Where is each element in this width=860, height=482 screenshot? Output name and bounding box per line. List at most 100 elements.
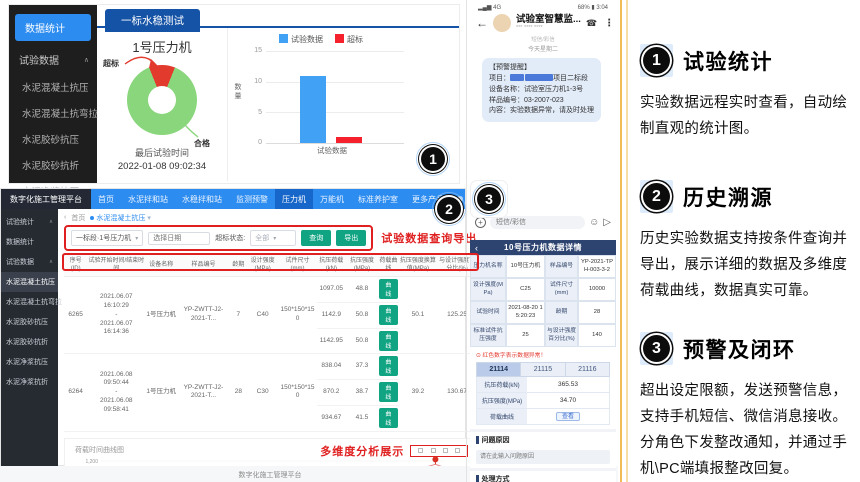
curve-button[interactable]: 曲线	[378, 330, 398, 351]
col-converted: 抗压强度换算值(MPa)	[398, 255, 437, 277]
cell-age: 28	[229, 353, 247, 432]
info-circle-icon: ⊙	[476, 353, 481, 360]
back-arrow-icon[interactable]: ‹	[475, 242, 478, 253]
feature-title: 历史溯源	[683, 186, 773, 210]
sidebar-item-mortar-break[interactable]: 水泥胶砂抗折	[22, 161, 80, 172]
legend-over-limit[interactable]: 超标	[335, 34, 363, 45]
filter-toolbar: 一标段·1号压力机▾ 超标状态: 全部▾ 查询 导出	[64, 225, 374, 251]
sidebar-label: 水泥混凝土抗压	[6, 279, 55, 286]
emoji-icon[interactable]: ☺	[589, 216, 600, 228]
date-picker-input[interactable]	[148, 231, 211, 245]
cell-device: 1号压力机	[145, 353, 178, 432]
sidebar-item-paste-break[interactable]: 水泥净浆抗折	[1, 372, 58, 392]
fullscreen-icon[interactable]	[457, 196, 464, 202]
curve-button[interactable]: 曲线	[378, 304, 398, 325]
status-select[interactable]: 全部 ▾	[250, 230, 297, 246]
legend-test-data[interactable]: 试验数据	[279, 34, 323, 45]
callout-number-1: 1	[416, 142, 450, 176]
nav-item-curing-room[interactable]: 标准养护室	[358, 194, 398, 204]
annotation-multidim: 多维度分析展示	[320, 445, 405, 458]
table-row: 934.67 41.5 曲线	[64, 405, 477, 432]
sidebar-item-mortar-compress[interactable]: 水泥胶砂抗压	[22, 135, 80, 146]
sidebar-item-concrete-flex[interactable]: 水泥混凝土抗弯拉	[1, 292, 62, 312]
problem-reason-input[interactable]	[476, 450, 610, 465]
breadcrumb-current-tab[interactable]: 水泥混凝土抗压 ▾	[90, 213, 151, 223]
annotation-query-export: 试验数据查询导出	[381, 233, 478, 245]
col-size: 试件尺寸(mm)	[278, 255, 317, 277]
nav-item-monitor-warning[interactable]: 监测预警	[236, 194, 268, 204]
nav-item-stab-plant[interactable]: 水稳拌和站	[182, 194, 222, 204]
sidebar-item-data-stats[interactable]: 数据统计	[15, 14, 91, 41]
nav-item-universal-machine[interactable]: 万能机	[320, 194, 344, 204]
status-select-value: 全部	[255, 235, 270, 242]
sidebar-item-data-stats[interactable]: 数据统计	[1, 232, 58, 252]
curve-button[interactable]: 曲线	[378, 382, 398, 403]
feature-column: 1 试验统计 实验数据远程实时查看，自动绘制直观的统计图。 2 历史溯源 历史实…	[640, 0, 852, 482]
machine-select-value: 一标段·1号压力机	[76, 235, 132, 242]
battery-time-status: 68% ▮ 3:04	[577, 5, 608, 11]
sidebar-group-test-stats[interactable]: 试验统计 ∧	[1, 212, 58, 232]
curve-button[interactable]: 曲线	[378, 279, 398, 299]
send-icon[interactable]: ▷	[603, 216, 611, 228]
sms-text-input[interactable]	[490, 215, 586, 229]
sidebar-item-concrete-compress[interactable]: 水泥混凝土抗压	[1, 272, 58, 292]
cell-load: 1142.9	[316, 302, 347, 329]
sidebar-label: 水泥胶砂抗折	[6, 339, 48, 346]
nav-item-press-machine[interactable]: 压力机	[275, 189, 313, 209]
status-filter-label: 超标状态:	[215, 235, 246, 242]
breadcrumb-home[interactable]: 首页	[71, 214, 86, 222]
row-label: 抗压强度(MPa)	[477, 393, 527, 409]
chart-toolbox[interactable]	[410, 444, 469, 457]
nav-item-cement-plant[interactable]: 水泥拌和站	[128, 194, 168, 204]
view-curve-button[interactable]: 查看	[555, 412, 580, 422]
sidebar-item-mortar-break[interactable]: 水泥胶砂抗折	[1, 332, 58, 352]
cell-sample: YP-ZWTT-J2-2021-T...	[177, 353, 230, 432]
col-load: 抗压荷载(kN)	[316, 255, 347, 277]
last-test-time: 2022-01-08 09:02:34	[117, 160, 207, 172]
sidebar-item-concrete-compress[interactable]: 水泥混凝土抗压	[22, 83, 89, 94]
sidebar-item-mortar-compress[interactable]: 水泥胶砂抗压	[1, 312, 58, 332]
nav-item-home[interactable]: 首页	[98, 194, 114, 204]
msg-line-content: 内容：实验数据异常，请及时处理	[489, 107, 594, 115]
donut-label-pass: 合格	[194, 139, 210, 148]
sidebar-group-test-data[interactable]: 试验数据 ∧	[1, 252, 58, 272]
feature-description: 超出设定限额，发送预警信息，支持手机短信、微信消息接收。分角色下发整改通知，并通…	[640, 383, 848, 478]
col-grade: 设计强度(MPa)	[246, 255, 279, 277]
sidebar-label: 数据统计	[6, 239, 34, 246]
stats-dashboard-window: 数据统计 试验数据 ∧ 水泥混凝土抗压 水泥混凝土抗弯拉 水泥胶砂抗压 水泥胶砂…	[8, 4, 460, 224]
collapse-icon[interactable]: ‹	[64, 214, 67, 221]
feature-number-1: 1	[643, 47, 670, 74]
cell-curve: 曲线	[377, 353, 399, 381]
col-age: 龄期	[229, 255, 247, 277]
msg-line-project: 项目： 项目二标段	[489, 73, 588, 82]
nav-item-more-products[interactable]: 更多产品 ▾	[412, 194, 451, 204]
sidebar-item-concrete-flex[interactable]: 水泥混凝土抗弯拉	[22, 109, 99, 120]
machine-select[interactable]: 一标段·1号压力机 ▾	[71, 230, 144, 246]
redaction-block	[510, 73, 524, 81]
curve-button[interactable]: 曲线	[378, 356, 398, 377]
brand-title: 数字化施工管理平台	[1, 189, 91, 209]
feature-number-3: 3	[643, 335, 670, 362]
contact-avatar[interactable]	[493, 14, 511, 32]
tab-specimen-21115[interactable]: 21115	[521, 363, 566, 377]
info-label: 试验时间	[470, 301, 506, 325]
stats-main: 一标水稳测试 1号压力机 超标 合格 最后试验时间 2022-01-08 09:	[97, 5, 459, 183]
sidebar-item-paste-compress[interactable]: 水泥净浆抗压	[1, 352, 58, 372]
tab-specimen-21114[interactable]: 21114	[477, 363, 522, 377]
query-button[interactable]: 查询	[301, 230, 332, 246]
export-button[interactable]: 导出	[336, 230, 367, 246]
more-menu-icon[interactable]: ⋮	[604, 17, 615, 29]
col-id: 序号(ID)	[64, 255, 88, 277]
detail-info-grid: 压力机名称 10号压力机 样品编号 YP-2021-TPH-003-3-2 设计…	[470, 255, 616, 348]
load-row: 抗压荷载(kN) 365.53	[476, 377, 610, 394]
tab-yibiao-shuiwen[interactable]: 一标水稳测试	[105, 9, 200, 32]
sidebar-group-test-data[interactable]: 试验数据 ∧	[9, 45, 97, 74]
back-arrow-icon[interactable]: ←	[476, 16, 488, 30]
info-value: 140	[578, 324, 616, 348]
info-label: 试件尺寸(mm)	[545, 278, 578, 302]
attach-plus-icon[interactable]: +	[475, 216, 486, 228]
curve-button[interactable]: 曲线	[378, 407, 398, 428]
tab-specimen-21116[interactable]: 21116	[565, 363, 609, 377]
top-navbar: 数字化施工管理平台 首页 水泥拌和站 水稳拌和站 监测预警 压力机 万能机 标准…	[1, 189, 475, 209]
phone-call-icon[interactable]: ☎	[585, 17, 598, 28]
